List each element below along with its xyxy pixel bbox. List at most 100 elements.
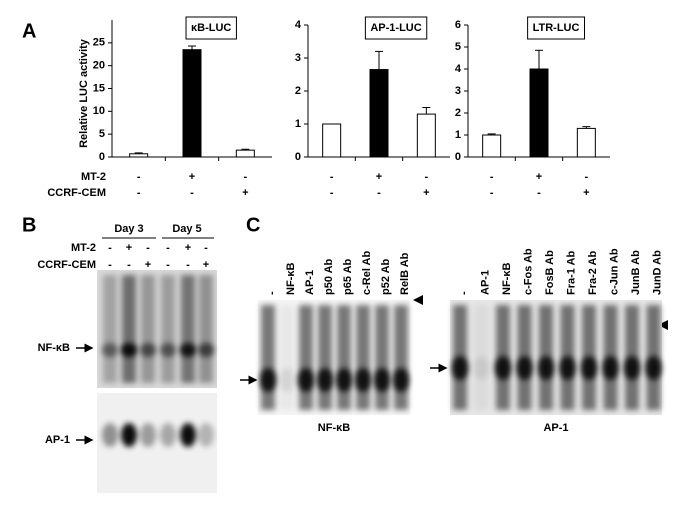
treatment-sign: + <box>423 187 429 199</box>
gel-band <box>198 423 214 447</box>
lane-sign: - <box>127 259 131 271</box>
y-tick-label: 1 <box>455 129 461 141</box>
gel-band <box>260 368 276 392</box>
gel-band <box>559 356 576 380</box>
gel-band <box>624 356 640 380</box>
lane-label: JunD Ab <box>651 250 663 295</box>
treatment-sign: - <box>537 187 541 199</box>
gel-band <box>102 343 118 357</box>
treatment-sign: - <box>490 187 494 199</box>
treatment-sign: - <box>137 187 141 199</box>
lane-label: c-Fos Ab <box>522 248 534 295</box>
gel-bg <box>97 393 217 493</box>
gel-smear <box>103 275 117 383</box>
gel-smear <box>356 305 370 410</box>
gel-band <box>602 356 619 380</box>
panel-label: B <box>22 214 36 236</box>
title-box <box>364 16 428 40</box>
lane-label: - <box>458 291 470 295</box>
gel-band <box>452 356 468 380</box>
lane-label: c-Rel Ab <box>361 251 373 295</box>
gel-smear <box>280 305 294 410</box>
treatment-sign: - <box>243 171 247 183</box>
lane-sign: - <box>108 259 112 271</box>
gel-smear <box>161 275 175 383</box>
treatment-sign: - <box>330 187 334 199</box>
lane-label: p50 Ab <box>323 258 335 295</box>
row-label: CCRF-CEM <box>47 187 106 199</box>
band-label: AP-1 <box>45 434 70 446</box>
bar <box>322 123 342 158</box>
gel-band <box>317 368 333 392</box>
gel-band <box>355 368 371 392</box>
bar <box>416 113 436 158</box>
y-tick-label: 3 <box>295 52 301 64</box>
gel-band <box>160 343 176 357</box>
gel-caption: AP-1 <box>543 422 568 434</box>
y-tick-label: 0 <box>455 151 461 163</box>
gel-band <box>140 423 156 447</box>
lane-sign: - <box>204 242 208 254</box>
gel-smear <box>122 275 136 383</box>
y-tick-label: 15 <box>93 82 105 94</box>
bar <box>369 69 389 158</box>
gel-band <box>495 356 511 380</box>
lane-label: p65 Ab <box>342 258 354 295</box>
bar <box>529 68 549 158</box>
y-tick-label: 4 <box>295 19 302 31</box>
gel-band <box>198 343 214 357</box>
treatment-sign: + <box>583 187 589 199</box>
gel-band <box>581 356 597 380</box>
chart-title: LTR-LUC <box>533 22 580 34</box>
lane-label: - <box>266 291 278 295</box>
supershift-arrow <box>413 295 423 305</box>
row-label: CCRF-CEM <box>37 259 96 271</box>
gel-smear <box>261 305 275 410</box>
band-label: NF-κB <box>38 342 70 354</box>
gel-band <box>645 356 662 380</box>
lane-sign: + <box>145 259 151 271</box>
title-box <box>527 16 586 40</box>
supershift-arrow <box>658 320 668 330</box>
gel-band <box>538 356 554 380</box>
lane-label: AP-1 <box>479 270 491 295</box>
gel-smear <box>394 305 408 410</box>
treatment-sign: + <box>189 171 195 183</box>
lane-group: Day 3 <box>114 223 143 235</box>
y-tick-label: 10 <box>93 105 105 117</box>
lane-label: p52 Ab <box>380 258 392 295</box>
y-tick-label: 5 <box>455 41 461 53</box>
treatment-sign: + <box>242 187 248 199</box>
treatment-sign: - <box>424 171 428 183</box>
gel-band <box>374 368 390 392</box>
gel-band <box>180 423 196 447</box>
gel <box>258 300 410 415</box>
panel-label: A <box>22 20 36 42</box>
gel-band <box>336 368 352 392</box>
gel-band <box>140 343 156 357</box>
y-tick-label: 1 <box>295 118 301 130</box>
lane-label: FosB Ab <box>544 250 556 295</box>
lane-label: NF-κB <box>285 263 297 295</box>
lane-group: Day 5 <box>172 223 201 235</box>
lane-sign: - <box>108 242 112 254</box>
lane-sign: - <box>166 242 170 254</box>
bar <box>576 127 596 158</box>
gel-band <box>121 343 137 357</box>
treatment-sign: - <box>584 171 588 183</box>
row-label: MT-2 <box>81 171 106 183</box>
gel-smear <box>318 305 332 410</box>
lane-sign: + <box>126 242 132 254</box>
lane-label: Fra-2 Ab <box>587 251 599 295</box>
gel-band <box>102 423 118 447</box>
gel-smear <box>337 305 351 410</box>
gel-smear <box>141 275 155 383</box>
gel-band <box>516 356 533 380</box>
lane-sign: - <box>166 259 170 271</box>
treatment-sign: - <box>330 171 334 183</box>
gel-caption: NF-κB <box>318 422 350 434</box>
chart-title: AP-1-LUC <box>370 22 421 34</box>
bar <box>482 134 502 158</box>
y-tick-label: 2 <box>295 85 301 97</box>
